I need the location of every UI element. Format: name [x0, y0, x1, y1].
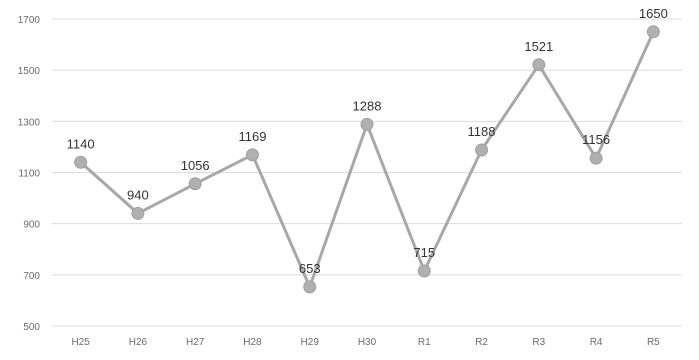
data-point-R4	[589, 151, 603, 165]
data-point-H26	[131, 206, 145, 220]
x-tick-label: R5	[647, 337, 660, 348]
data-point-H29	[303, 280, 317, 294]
data-label-H28: 1169	[238, 129, 266, 144]
data-label-R1: 715	[413, 245, 435, 260]
data-label-H29: 653	[299, 261, 321, 276]
x-axis-ticks: H25 H26 H27 H28 H29 H30 R1 R2 R3 R4 R5	[71, 337, 660, 348]
data-point-H30	[360, 117, 374, 131]
y-tick-label: 1300	[18, 117, 41, 128]
data-point-R3	[532, 58, 546, 72]
x-tick-label: H25	[71, 337, 90, 348]
x-tick-label: R2	[475, 337, 488, 348]
data-label-R2: 1188	[468, 124, 496, 139]
data-point-R1	[417, 264, 431, 278]
data-label-R5: 1650	[639, 6, 668, 21]
data-label-H26: 940	[127, 187, 149, 202]
data-label-H27: 1056	[181, 158, 210, 173]
x-tick-label: H27	[186, 337, 205, 348]
data-label-H25: 1140	[67, 136, 95, 151]
y-axis-ticks: 500 700 900 1100 1300 1500 1700	[18, 15, 41, 333]
data-label-H30: 1288	[353, 98, 382, 113]
data-labels: 1140 940 1056 1169 653 1288 715 1188 1521 1156 165…	[67, 6, 668, 276]
data-label-R4: 1156	[582, 132, 610, 147]
y-tick-label: 1700	[18, 15, 41, 26]
data-point-H25	[74, 155, 88, 169]
x-tick-label: H29	[301, 337, 320, 348]
y-tick-label: 900	[23, 220, 40, 231]
grid-lines	[52, 18, 682, 327]
x-tick-label: R4	[590, 337, 603, 348]
data-point-H28	[245, 148, 259, 162]
data-label-R3: 1521	[524, 39, 553, 54]
y-tick-label: 1500	[18, 66, 41, 77]
data-point-R2	[475, 143, 489, 157]
data-points	[74, 25, 660, 294]
x-tick-label: H28	[243, 337, 262, 348]
x-tick-label: R1	[418, 337, 431, 348]
x-tick-label: H26	[129, 337, 148, 348]
data-point-R5	[646, 25, 660, 39]
data-point-H27	[188, 177, 202, 191]
x-tick-label: R3	[532, 337, 545, 348]
x-tick-label: H30	[358, 337, 377, 348]
y-tick-label: 700	[23, 271, 40, 282]
y-tick-label: 500	[23, 322, 40, 333]
y-tick-label: 1100	[18, 169, 40, 180]
